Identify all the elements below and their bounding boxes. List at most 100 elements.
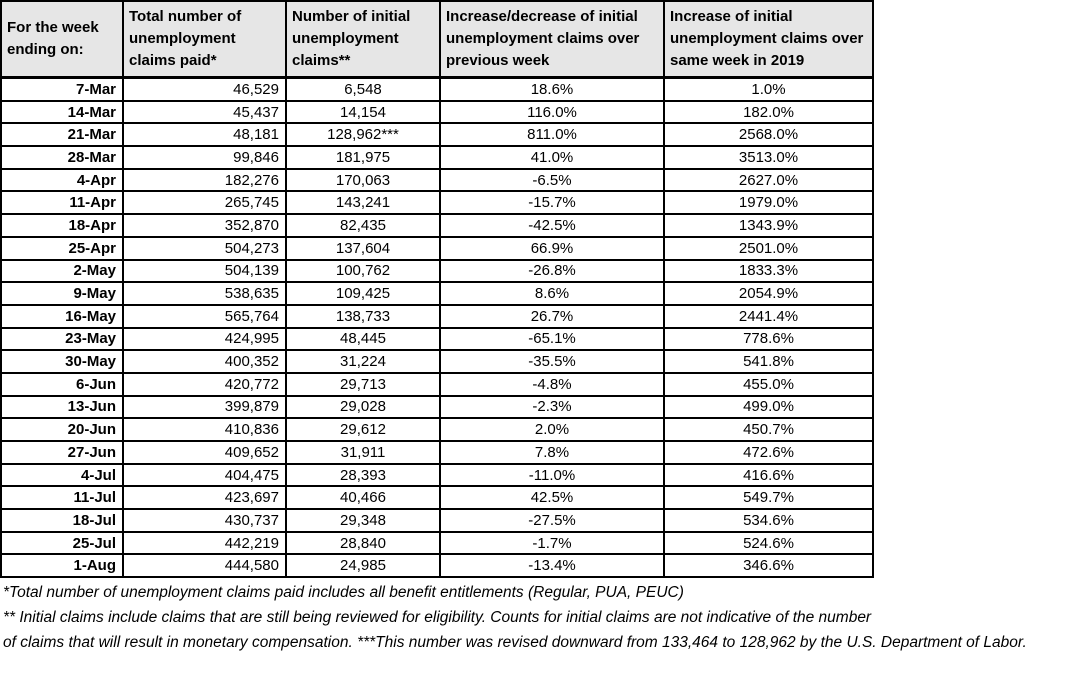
week-ending-cell: 23-May bbox=[0, 326, 124, 352]
vs-2019-cell: 2441.4% bbox=[663, 303, 874, 329]
wow-change-cell: -26.8% bbox=[439, 258, 665, 284]
week-ending-cell: 25-Jul bbox=[0, 530, 124, 556]
initial-claims-cell: 14,154 bbox=[285, 99, 441, 125]
claims-paid-cell: 265,745 bbox=[122, 190, 287, 216]
wow-change-cell: 41.0% bbox=[439, 145, 665, 170]
initial-claims-cell: 48,445 bbox=[285, 326, 441, 352]
wow-change-cell: -2.3% bbox=[439, 394, 665, 420]
week-ending-cell: 1-Aug bbox=[0, 553, 124, 579]
vs-2019-cell: 2501.0% bbox=[663, 235, 874, 261]
header-initial-claims: Number of initial unemployment claims** bbox=[285, 0, 441, 79]
wow-change-cell: -11.0% bbox=[439, 462, 665, 488]
vs-2019-cell: 416.6% bbox=[663, 462, 874, 488]
vs-2019-cell: 1.0% bbox=[663, 76, 874, 102]
claims-paid-cell: 400,352 bbox=[122, 349, 287, 374]
week-ending-cell: 11-Jul bbox=[0, 485, 124, 511]
initial-claims-cell: 28,840 bbox=[285, 530, 441, 556]
initial-claims-cell: 181,975 bbox=[285, 145, 441, 170]
week-ending-cell: 21-Mar bbox=[0, 122, 124, 148]
claims-paid-cell: 538,635 bbox=[122, 281, 287, 306]
unemployment-claims-table: For the week ending on: Total number of … bbox=[0, 0, 874, 579]
claims-paid-cell: 420,772 bbox=[122, 371, 287, 397]
week-ending-cell: 16-May bbox=[0, 303, 124, 329]
wow-change-cell: -1.7% bbox=[439, 530, 665, 556]
wow-change-cell: -6.5% bbox=[439, 167, 665, 193]
week-ending-cell: 27-Jun bbox=[0, 440, 124, 465]
table-row: 7-Mar 46,529 6,548 18.6% 1.0% bbox=[0, 76, 874, 102]
vs-2019-cell: 1979.0% bbox=[663, 190, 874, 216]
claims-paid-cell: 442,219 bbox=[122, 530, 287, 556]
table-row: 30-May 400,352 31,224 -35.5% 541.8% bbox=[0, 349, 874, 374]
table-row: 21-Mar 48,181 128,962*** 811.0% 2568.0% bbox=[0, 122, 874, 148]
initial-claims-cell: 29,348 bbox=[285, 508, 441, 533]
vs-2019-cell: 534.6% bbox=[663, 508, 874, 533]
vs-2019-cell: 541.8% bbox=[663, 349, 874, 374]
table-row: 13-Jun 399,879 29,028 -2.3% 499.0% bbox=[0, 394, 874, 420]
claims-paid-cell: 444,580 bbox=[122, 553, 287, 579]
claims-paid-cell: 410,836 bbox=[122, 417, 287, 442]
vs-2019-cell: 499.0% bbox=[663, 394, 874, 420]
initial-claims-cell: 100,762 bbox=[285, 258, 441, 284]
initial-claims-cell: 29,612 bbox=[285, 417, 441, 442]
week-ending-cell: 9-May bbox=[0, 281, 124, 306]
initial-claims-cell: 40,466 bbox=[285, 485, 441, 511]
vs-2019-cell: 455.0% bbox=[663, 371, 874, 397]
wow-change-cell: 2.0% bbox=[439, 417, 665, 442]
header-wow-change: Increase/decrease of initial unemploymen… bbox=[439, 0, 665, 79]
claims-paid-cell: 565,764 bbox=[122, 303, 287, 329]
initial-claims-cell: 143,241 bbox=[285, 190, 441, 216]
vs-2019-cell: 182.0% bbox=[663, 99, 874, 125]
vs-2019-cell: 549.7% bbox=[663, 485, 874, 511]
initial-claims-cell: 29,028 bbox=[285, 394, 441, 420]
table-row: 27-Jun 409,652 31,911 7.8% 472.6% bbox=[0, 440, 874, 465]
initial-claims-cell: 31,911 bbox=[285, 440, 441, 465]
week-ending-cell: 7-Mar bbox=[0, 76, 124, 102]
vs-2019-cell: 346.6% bbox=[663, 553, 874, 579]
claims-paid-cell: 182,276 bbox=[122, 167, 287, 193]
initial-claims-cell: 138,733 bbox=[285, 303, 441, 329]
wow-change-cell: 26.7% bbox=[439, 303, 665, 329]
vs-2019-cell: 524.6% bbox=[663, 530, 874, 556]
wow-change-cell: 116.0% bbox=[439, 99, 665, 125]
claims-paid-cell: 423,697 bbox=[122, 485, 287, 511]
table-row: 2-May 504,139 100,762 -26.8% 1833.3% bbox=[0, 258, 874, 284]
wow-change-cell: 66.9% bbox=[439, 235, 665, 261]
wow-change-cell: 42.5% bbox=[439, 485, 665, 511]
header-vs-2019: Increase of initial unemployment claims … bbox=[663, 0, 874, 79]
initial-claims-cell: 137,604 bbox=[285, 235, 441, 261]
initial-claims-cell: 29,713 bbox=[285, 371, 441, 397]
footnote-revision: of claims that will result in monetary c… bbox=[3, 634, 1027, 652]
vs-2019-cell: 2054.9% bbox=[663, 281, 874, 306]
table-row: 14-Mar 45,437 14,154 116.0% 182.0% bbox=[0, 99, 874, 125]
table-row: 25-Jul 442,219 28,840 -1.7% 524.6% bbox=[0, 530, 874, 556]
table-row: 23-May 424,995 48,445 -65.1% 778.6% bbox=[0, 326, 874, 352]
table-row: 20-Jun 410,836 29,612 2.0% 450.7% bbox=[0, 417, 874, 442]
claims-paid-cell: 504,273 bbox=[122, 235, 287, 261]
vs-2019-cell: 3513.0% bbox=[663, 145, 874, 170]
footnote-claims-paid: *Total number of unemployment claims pai… bbox=[3, 584, 684, 602]
week-ending-cell: 4-Apr bbox=[0, 167, 124, 193]
table-row: 6-Jun 420,772 29,713 -4.8% 455.0% bbox=[0, 371, 874, 397]
claims-paid-cell: 99,846 bbox=[122, 145, 287, 170]
vs-2019-cell: 450.7% bbox=[663, 417, 874, 442]
wow-change-cell: 18.6% bbox=[439, 76, 665, 102]
table-row: 1-Aug 444,580 24,985 -13.4% 346.6% bbox=[0, 553, 874, 579]
table-row: 9-May 538,635 109,425 8.6% 2054.9% bbox=[0, 281, 874, 306]
wow-change-cell: -42.5% bbox=[439, 213, 665, 238]
initial-claims-cell: 128,962*** bbox=[285, 122, 441, 148]
week-ending-cell: 11-Apr bbox=[0, 190, 124, 216]
week-ending-cell: 6-Jun bbox=[0, 371, 124, 397]
claims-paid-cell: 352,870 bbox=[122, 213, 287, 238]
claims-paid-cell: 46,529 bbox=[122, 76, 287, 102]
header-claims-paid: Total number of unemployment claims paid… bbox=[122, 0, 287, 79]
wow-change-cell: -35.5% bbox=[439, 349, 665, 374]
table-row: 18-Jul 430,737 29,348 -27.5% 534.6% bbox=[0, 508, 874, 533]
header-week-ending: For the week ending on: bbox=[0, 0, 124, 79]
claims-paid-cell: 404,475 bbox=[122, 462, 287, 488]
week-ending-cell: 2-May bbox=[0, 258, 124, 284]
vs-2019-cell: 2568.0% bbox=[663, 122, 874, 148]
initial-claims-cell: 170,063 bbox=[285, 167, 441, 193]
table-row: 18-Apr 352,870 82,435 -42.5% 1343.9% bbox=[0, 213, 874, 238]
initial-claims-cell: 28,393 bbox=[285, 462, 441, 488]
wow-change-cell: 7.8% bbox=[439, 440, 665, 465]
